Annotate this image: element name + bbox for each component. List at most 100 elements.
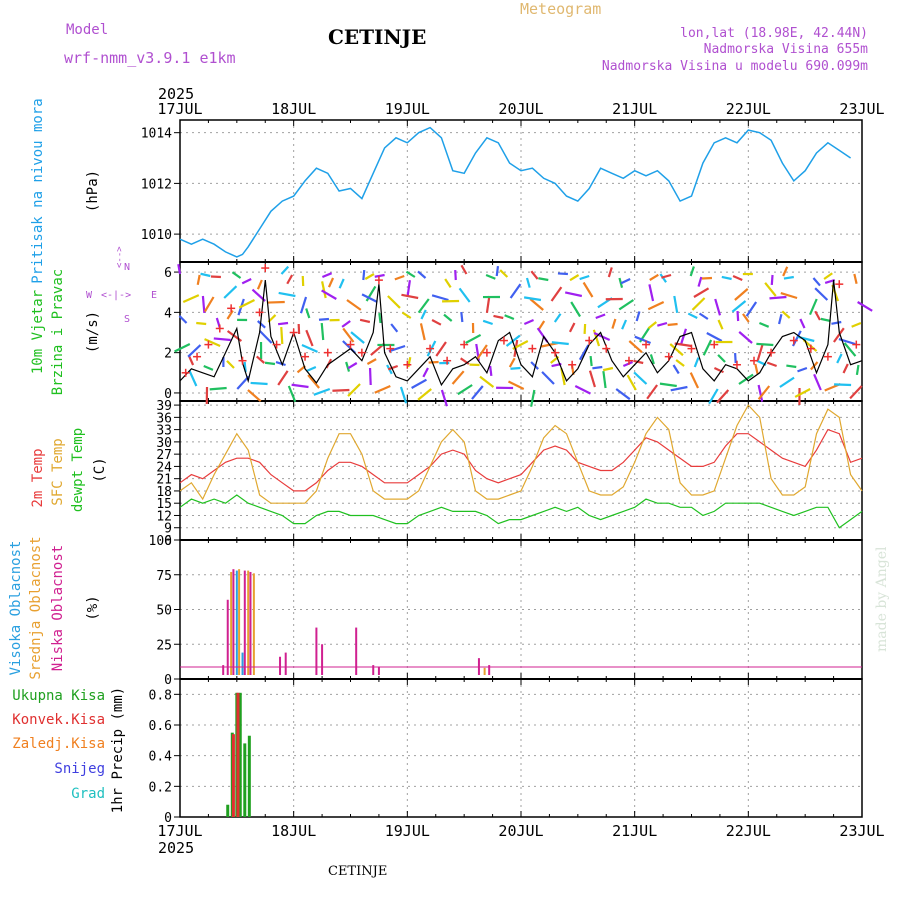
wind-arrow xyxy=(530,270,539,280)
wind-arrow xyxy=(602,370,607,389)
wind-arrow xyxy=(182,294,200,304)
cloud-bar xyxy=(321,644,324,675)
precip-bar xyxy=(231,734,235,817)
wind-arrow xyxy=(493,314,504,320)
y-tick-label: 75 xyxy=(156,569,172,584)
wind-arrow xyxy=(734,352,737,364)
wind-arrow xyxy=(770,274,774,286)
wind-arrow xyxy=(479,375,495,388)
cloud-bar xyxy=(232,569,235,675)
wind-arrow xyxy=(620,278,631,285)
wind-arrow xyxy=(280,265,290,275)
wind-arrow xyxy=(706,332,723,342)
wind-arrow xyxy=(618,299,635,311)
pressure-line xyxy=(179,126,852,258)
wind-arrow xyxy=(691,297,706,311)
ylabel-wind-unit: (m/s) xyxy=(85,311,101,353)
cloud-bar xyxy=(238,569,241,675)
wind-arrow xyxy=(809,298,818,316)
wind-arrow xyxy=(756,343,764,361)
legend-precip-1: Konvek.Kisa xyxy=(12,712,105,728)
compass-n: N xyxy=(124,262,130,273)
wind-arrow xyxy=(756,342,774,347)
panel-pressure: 1010 1012 1014 xyxy=(141,119,863,263)
wind-arrow xyxy=(673,295,679,313)
x-tick-label-top: 18JUL xyxy=(271,100,316,118)
precip-bar xyxy=(236,692,240,817)
cloud-bar xyxy=(284,652,287,675)
wind-arrow xyxy=(174,343,191,353)
y-tick-label: 2 xyxy=(164,347,172,362)
wind-arrow xyxy=(732,275,743,282)
cloud-bar xyxy=(243,570,246,675)
wind-arrow xyxy=(277,370,289,386)
wind-arrow xyxy=(275,361,286,367)
wind-arrow xyxy=(578,344,590,361)
wind-arrow xyxy=(505,334,521,347)
wind-arrow xyxy=(702,339,713,356)
wind-arrow xyxy=(697,276,703,287)
wind-arrow xyxy=(278,291,296,298)
wind-arrow xyxy=(338,278,345,289)
wind-arrow xyxy=(454,269,457,281)
wind-arrow xyxy=(550,286,563,302)
wind-speed-line xyxy=(179,280,863,387)
precip-bar xyxy=(226,804,230,817)
wind-arrow xyxy=(621,319,628,330)
x-tick-label-bottom: 20JUL xyxy=(498,822,543,840)
wind-arrow xyxy=(568,322,576,333)
wind-arrow xyxy=(615,388,631,401)
wind-arrow xyxy=(783,275,794,280)
wind-arrow xyxy=(607,267,613,278)
temp-line-1 xyxy=(179,404,863,504)
temp-line-0 xyxy=(179,428,863,492)
wind-arrow xyxy=(374,384,391,394)
y-tick-label: 30 xyxy=(156,436,172,451)
wind-arrow xyxy=(203,364,214,371)
wind-arrow xyxy=(457,384,473,396)
wind-arrow xyxy=(387,364,399,371)
y-tick-label: 0 xyxy=(164,811,172,826)
wind-arrow xyxy=(213,337,231,342)
wind-arrow xyxy=(633,359,644,365)
wind-arrow xyxy=(280,326,284,345)
y-tick-label: 12 xyxy=(156,509,172,524)
wind-arrow xyxy=(366,358,377,365)
wind-arrow xyxy=(797,366,808,373)
wind-arrow xyxy=(411,378,427,389)
compass-we: <-|-> xyxy=(101,290,131,301)
wind-arrow xyxy=(745,301,758,317)
wind-arrow xyxy=(510,366,521,370)
wind-arrow xyxy=(299,296,308,314)
wind-arrow xyxy=(588,370,596,388)
wind-arrow xyxy=(451,370,465,385)
wind-arrow xyxy=(362,269,366,281)
wind-arrow xyxy=(560,368,566,386)
wind-arrow xyxy=(187,355,195,366)
wind-arrow xyxy=(417,298,430,314)
wind-arrow xyxy=(241,278,252,285)
y-tick-label: 0.2 xyxy=(149,780,172,795)
cloud-bar xyxy=(235,570,238,675)
wind-arrow xyxy=(256,279,263,290)
wind-arrow xyxy=(757,385,771,401)
panel-wind: 0 2 4 6 xyxy=(164,261,863,402)
wind-arrow xyxy=(849,385,863,400)
cloud-bar xyxy=(377,666,380,675)
wind-arrow xyxy=(238,299,255,309)
wind-arrow xyxy=(226,360,235,369)
wind-arrow xyxy=(332,388,350,392)
wind-arrow xyxy=(574,385,591,395)
wind-arrow xyxy=(378,312,382,324)
wind-arrow xyxy=(717,319,724,330)
wind-arrow xyxy=(530,389,536,407)
ylabel-pressure-unit: (hPa) xyxy=(85,170,101,212)
ylabel-wind-2: Brzina i Pravac xyxy=(50,269,66,395)
wind-arrow xyxy=(611,318,617,329)
wind-arrow xyxy=(499,269,509,278)
wind-arrow xyxy=(679,328,687,346)
wind-arrow xyxy=(307,374,320,389)
ylabel-cloud-low: Niska Oblacnost xyxy=(50,545,66,671)
wind-arrow xyxy=(667,322,678,327)
